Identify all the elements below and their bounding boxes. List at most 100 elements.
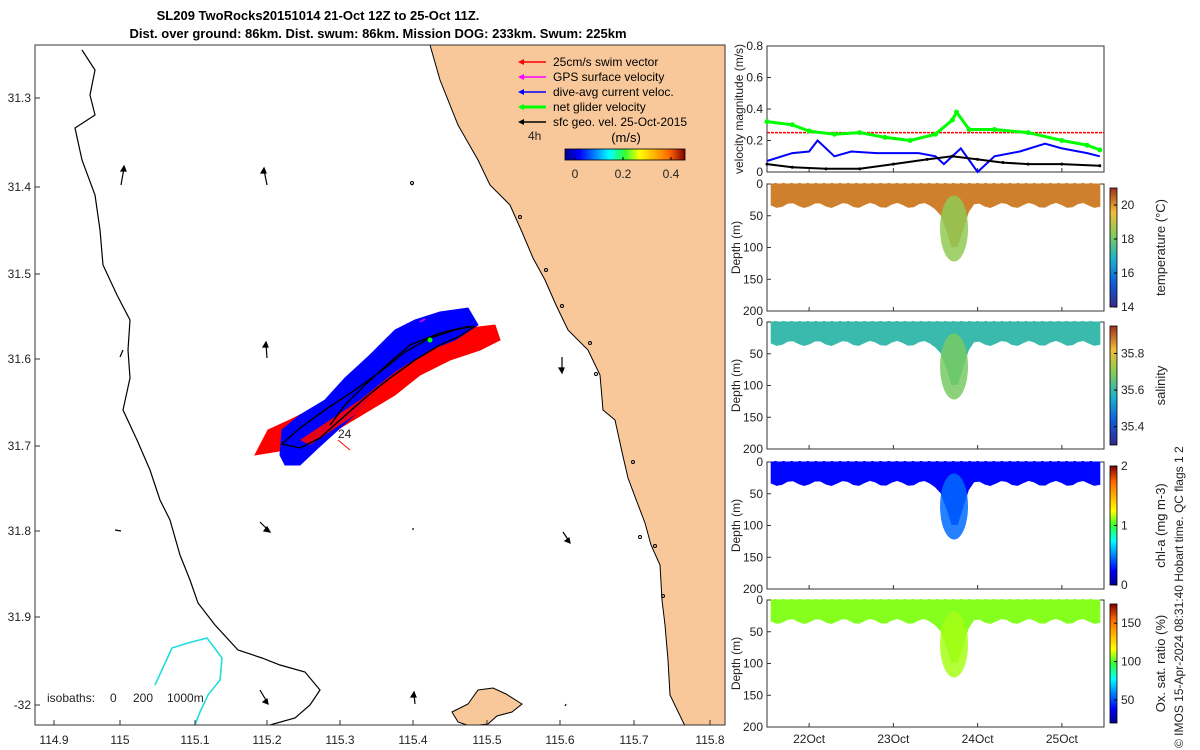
section-sample-dot xyxy=(1031,460,1038,467)
glider-position-marker xyxy=(427,337,433,343)
section-ytick-label: 100 xyxy=(743,241,763,255)
section-sample-dot xyxy=(974,182,981,189)
section-sample-dot xyxy=(804,460,811,467)
legend-label-geo: sfc geo. vel. 25-Oct-2015 xyxy=(553,115,687,129)
section-sample-dot xyxy=(829,598,836,605)
section-sample-dot xyxy=(885,320,892,327)
section-colorbar-label: chl-a (mg m-3) xyxy=(1153,483,1168,568)
section-xtick-label: 24Oct xyxy=(962,732,995,746)
section-colorbar-tick-label: 35.6 xyxy=(1121,383,1145,397)
section-ylabel: Depth (m) xyxy=(729,637,743,690)
section-sample-dot xyxy=(796,182,803,189)
title-line-1: SL209 TwoRocks20151014 21-Oct 12Z to 25-… xyxy=(157,8,480,23)
section-sample-dot xyxy=(772,320,779,327)
section-sample-dot xyxy=(1071,182,1078,189)
section-sample-dot xyxy=(837,598,844,605)
section-sample-dot xyxy=(788,598,795,605)
section-sample-dot xyxy=(926,598,933,605)
section-sample-dot xyxy=(1063,460,1070,467)
section-sample-dot xyxy=(812,182,819,189)
section-sample-dot xyxy=(1071,320,1078,327)
section-sample-dot xyxy=(918,320,925,327)
section-sample-dot xyxy=(845,182,852,189)
legend-arrowhead-swim xyxy=(518,59,524,65)
section-sample-dot xyxy=(845,598,852,605)
section-sample-dot xyxy=(926,320,933,327)
map-colorbar-tick-label: 0.4 xyxy=(663,167,680,181)
series-dive-avg-current xyxy=(766,139,1101,174)
section-ytick-label: 200 xyxy=(743,720,763,734)
section-sample-dot xyxy=(772,598,779,605)
section-sample-dot xyxy=(869,460,876,467)
section-sample-dot xyxy=(829,320,836,327)
section-panel-2: 0 50 100 150 200 Depth (m) 35.4 35.6 35.8 salinit… xyxy=(729,315,1168,456)
section-sample-dot xyxy=(1015,320,1022,327)
section-sample-dot xyxy=(804,182,811,189)
section-sample-dot xyxy=(780,320,787,327)
section-sample-dot xyxy=(942,460,949,467)
section-sample-dot xyxy=(1079,460,1086,467)
section-sample-dot xyxy=(877,598,884,605)
section-ytick-label: 100 xyxy=(743,657,763,671)
section-sample-dot xyxy=(1023,182,1030,189)
series-point xyxy=(950,154,954,158)
section-sample-dot xyxy=(958,460,965,467)
section-sample-dot xyxy=(1063,182,1070,189)
section-sample-dot xyxy=(820,460,827,467)
map-colorbar: (m/s) 0 0.2 0.4 xyxy=(564,130,686,181)
series-net-glider-velocity xyxy=(766,109,1101,152)
section-ytick-label: 50 xyxy=(750,487,764,501)
legend-arrowhead-geo xyxy=(518,119,524,125)
section-sample-dot xyxy=(804,320,811,327)
section-sample-dot xyxy=(772,460,779,467)
section-sample-dot xyxy=(974,460,981,467)
section-sample-dot xyxy=(1015,182,1022,189)
velocity-axes-box xyxy=(766,45,1105,173)
section-sample-dot xyxy=(885,460,892,467)
section-sample-dot xyxy=(998,460,1005,467)
map-ytick-label: 31.3 xyxy=(8,91,32,105)
section-sample-dot xyxy=(966,182,973,189)
section-ytick-label: 100 xyxy=(743,379,763,393)
section-sample-dot xyxy=(853,182,860,189)
series-point xyxy=(907,138,913,143)
section-sample-dot xyxy=(837,320,844,327)
section-xtick-label: 25Oct xyxy=(1046,732,1079,746)
section-sample-dot xyxy=(1063,598,1070,605)
isobaths-1000: 1000m xyxy=(167,691,204,705)
section-sample-dot xyxy=(901,320,908,327)
isobath-1000m xyxy=(154,637,223,725)
map-axes-box xyxy=(34,44,726,726)
section-sample-dot xyxy=(998,598,1005,605)
section-sample-dot xyxy=(1047,598,1054,605)
section-trough xyxy=(940,333,969,400)
map-ytick-label: 31.9 xyxy=(8,610,32,624)
section-colorbar-tick-label: 150 xyxy=(1121,616,1141,630)
section-sample-dot xyxy=(812,320,819,327)
map-ytick-label: 31.6 xyxy=(8,352,32,366)
series-point xyxy=(764,119,770,125)
section-xtick-label: 23Oct xyxy=(877,732,910,746)
section-sample-dot xyxy=(861,182,868,189)
section-sample-dot xyxy=(812,460,819,467)
section-sample-dot xyxy=(1079,182,1086,189)
section-sample-dot xyxy=(1023,320,1030,327)
series-point xyxy=(857,130,863,136)
section-sample-dot xyxy=(909,182,916,189)
section-sample-dot xyxy=(958,320,965,327)
map-xtick-label: 115.4 xyxy=(398,733,427,747)
series-point xyxy=(831,131,837,137)
series-point xyxy=(949,117,955,123)
section-sample-dot xyxy=(1031,182,1038,189)
section-sample-dot xyxy=(958,182,965,189)
series-point xyxy=(1098,164,1102,168)
series-point xyxy=(925,157,929,161)
map-xtick-label: 115.1 xyxy=(180,733,209,747)
map-xtick-label: 115.5 xyxy=(472,733,501,747)
section-sample-dot xyxy=(853,320,860,327)
section-sample-dot xyxy=(820,598,827,605)
section-sample-dot xyxy=(861,460,868,467)
